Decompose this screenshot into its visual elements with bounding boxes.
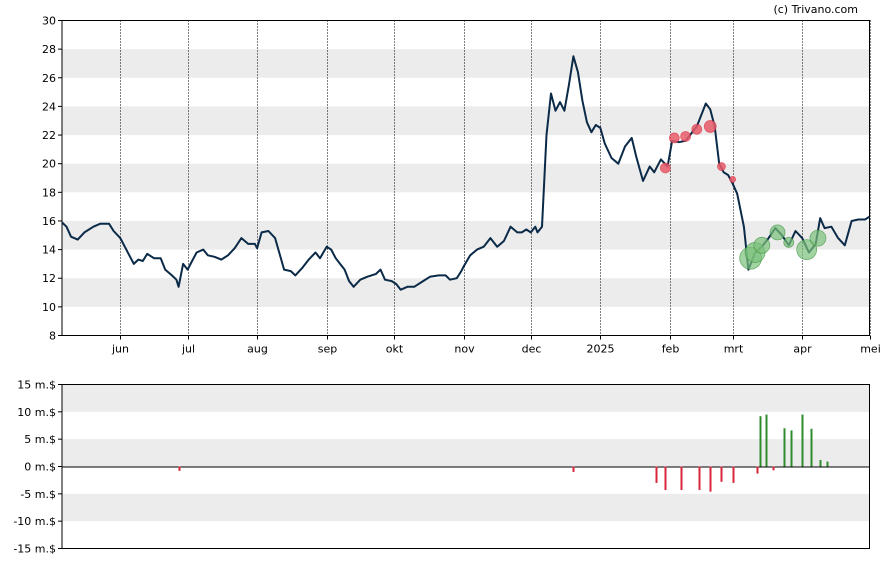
flow-grid-band <box>62 493 870 522</box>
price-y-tick-label: 16 <box>42 215 56 228</box>
flow-y-tick-label: -5 m.$ <box>20 488 56 501</box>
credit-label: (c) Trivano.com <box>773 3 858 16</box>
price-y-tick-label: 24 <box>42 100 56 113</box>
flow-y-tick-label: 15 m.$ <box>17 379 56 392</box>
flow-y-axis: 15 m.$ 10 m.$ 5 m.$ 0 m.$ -5 m.$ -10 m.$ -15 m… <box>13 379 62 556</box>
flow-y-tick-label: 10 m.$ <box>17 406 56 419</box>
buy-marker <box>809 229 827 247</box>
price-y-tick-label: 20 <box>42 158 56 171</box>
buy-marker <box>769 224 786 241</box>
buy-marker <box>796 239 818 260</box>
sell-marker <box>691 123 703 135</box>
price-grid-band <box>62 278 870 307</box>
x-tick-label: mrt <box>724 343 744 356</box>
flow-y-tick-label: -15 m.$ <box>13 543 56 556</box>
flow-y-tick-label: 5 m.$ <box>24 433 56 446</box>
flow-grid-bands <box>62 384 870 522</box>
x-tick-label: jul <box>181 343 195 356</box>
x-tick-label: nov <box>454 343 475 356</box>
flow-bars <box>178 414 829 492</box>
price-y-axis: 8 10 12 14 16 18 20 22 24 26 28 30 <box>42 15 62 343</box>
price-y-tick-label: 22 <box>42 129 56 142</box>
flow-grid-band <box>62 384 870 412</box>
x-tick-label: sep <box>318 343 337 356</box>
x-tick-label: dec <box>522 343 542 356</box>
price-y-tick-label: 12 <box>42 272 56 285</box>
x-tick-label: aug <box>247 343 268 356</box>
trade-markers <box>659 120 827 270</box>
price-y-tick-label: 10 <box>42 301 56 314</box>
price-grid-bands <box>62 49 870 307</box>
price-grid-band <box>62 220 870 250</box>
sell-marker <box>703 120 717 133</box>
sell-marker <box>680 131 691 142</box>
x-tick-label: 2025 <box>587 343 615 356</box>
price-y-tick-label: 28 <box>42 43 56 56</box>
price-grid-band <box>62 106 870 136</box>
x-tick-label: jun <box>111 343 129 356</box>
price-y-tick-label: 14 <box>42 244 56 257</box>
price-grid-band <box>62 49 870 78</box>
x-tick-label: mei <box>860 343 881 356</box>
price-y-tick-label: 18 <box>42 186 56 199</box>
price-grid-band <box>62 163 870 193</box>
x-tick-label: okt <box>386 343 404 356</box>
price-line <box>61 55 871 291</box>
flow-y-tick-label: -10 m.$ <box>13 515 56 528</box>
flow-y-tick-label: 0 m.$ <box>24 461 56 474</box>
price-y-tick-label: 30 <box>42 15 56 28</box>
buy-marker <box>753 236 771 254</box>
x-tick-label: feb <box>662 343 680 356</box>
sell-marker <box>659 162 671 174</box>
price-y-tick-label: 26 <box>42 72 56 85</box>
buy-marker <box>783 237 795 248</box>
price-chart-frame <box>61 20 870 336</box>
x-tick-label: apr <box>793 343 812 356</box>
flow-grid-band <box>62 439 870 467</box>
price-x-axis: jun jul aug sep okt nov dec 2025 feb mrt apr mei <box>111 335 881 356</box>
sell-marker <box>717 162 726 171</box>
sell-marker <box>729 176 737 183</box>
price-y-tick-label: 8 <box>49 330 56 343</box>
sell-marker <box>668 132 680 144</box>
